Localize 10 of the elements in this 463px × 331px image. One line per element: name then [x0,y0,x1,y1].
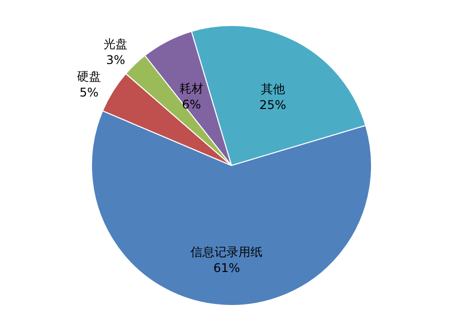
slice-label: 光盘 [104,36,128,51]
data-label: 61% [213,261,240,276]
data-label: 25% [259,98,286,112]
data-label: 5% [79,86,99,100]
slice-label: 耗材 [180,81,204,96]
slice-label: 信息记录用纸 [190,245,263,260]
data-label: 3% [106,52,126,67]
data-label: 6% [182,97,202,112]
slice-label: 其他 [260,82,285,96]
slice-label: 硬盘 [77,70,102,84]
